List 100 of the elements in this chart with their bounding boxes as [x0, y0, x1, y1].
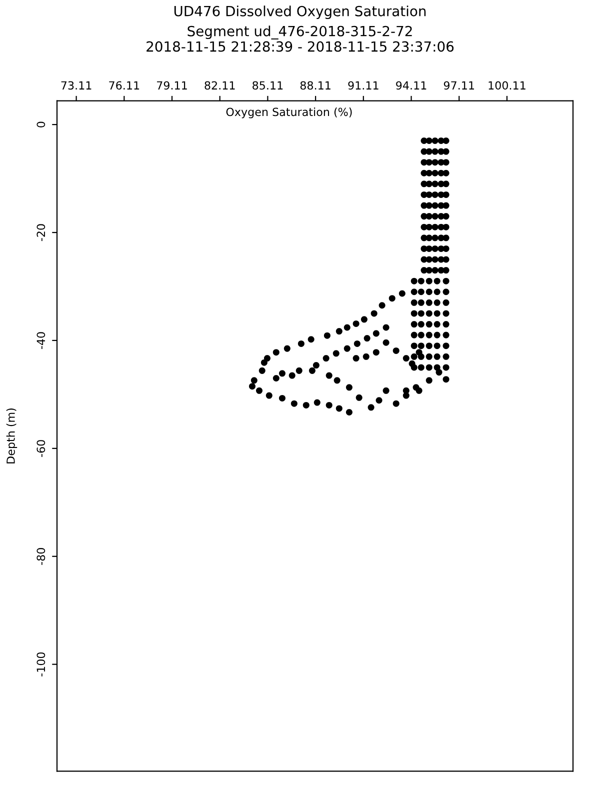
point [364, 335, 370, 342]
point [382, 387, 390, 394]
point [278, 394, 286, 402]
y-tick-label: -80 [36, 548, 46, 565]
point [382, 339, 390, 346]
y-tick-label: -20 [36, 224, 46, 242]
point [434, 288, 440, 296]
point [302, 402, 310, 408]
point [442, 364, 450, 371]
point [434, 321, 440, 328]
point [418, 342, 424, 350]
point [326, 402, 332, 408]
point [426, 299, 432, 306]
point [308, 367, 316, 374]
point [344, 345, 350, 352]
point [408, 360, 416, 367]
point [362, 353, 370, 360]
point [410, 332, 418, 338]
y-tick-label: -60 [36, 440, 46, 457]
y-tick-label: 0 [36, 122, 46, 128]
point [426, 321, 432, 328]
point [442, 310, 450, 317]
point [266, 392, 272, 399]
point [360, 316, 368, 323]
point [298, 340, 304, 347]
point [426, 278, 432, 284]
point [442, 299, 450, 306]
chart-title: UD476 Dissolved Oxygen Saturation [174, 6, 426, 20]
x-tick-label: 97.11 [444, 81, 474, 90]
point [352, 355, 360, 362]
point [256, 387, 263, 394]
x-tick-label: 94.11 [396, 81, 426, 90]
point [418, 288, 424, 296]
point [434, 353, 440, 360]
point [314, 399, 320, 406]
point [402, 387, 410, 394]
point [336, 328, 342, 335]
point [410, 288, 418, 296]
point [426, 377, 432, 384]
point [248, 383, 256, 390]
point [436, 369, 442, 376]
point [410, 299, 418, 306]
point [410, 321, 418, 328]
point [434, 332, 440, 338]
point [352, 320, 360, 327]
point [346, 384, 352, 391]
point [332, 350, 340, 357]
point [426, 342, 432, 350]
point [290, 400, 298, 407]
point [410, 342, 418, 350]
point [376, 397, 382, 404]
point [344, 324, 350, 331]
point [288, 372, 296, 379]
point [418, 299, 424, 306]
point [378, 302, 386, 309]
point [426, 364, 432, 371]
y-tick-label: -40 [36, 332, 46, 349]
point [426, 310, 432, 317]
point [418, 332, 424, 338]
point [372, 349, 380, 356]
point [370, 310, 378, 317]
point [434, 299, 440, 306]
point [412, 384, 420, 391]
point [398, 290, 406, 297]
point [284, 345, 290, 352]
point [416, 349, 422, 356]
x-tick-label: 88.11 [300, 81, 330, 90]
point [272, 374, 280, 382]
point [442, 342, 450, 350]
point [434, 310, 440, 317]
point [442, 288, 450, 296]
y-axis-title: Depth (m) [6, 408, 18, 464]
point [442, 376, 450, 383]
x-tick-label: 76.11 [109, 81, 140, 90]
point [368, 404, 374, 411]
point [442, 353, 450, 360]
point [278, 370, 286, 377]
point [334, 377, 340, 384]
x-tick-label: 91.11 [348, 81, 378, 90]
point [434, 278, 440, 284]
point [418, 364, 424, 371]
point [402, 355, 410, 362]
point [410, 353, 418, 360]
point [296, 367, 302, 374]
x-tick-label: 82.11 [204, 81, 235, 90]
point [382, 324, 390, 331]
point [418, 321, 424, 328]
point [346, 408, 352, 416]
point [426, 353, 432, 360]
point [308, 336, 314, 343]
point [426, 332, 432, 338]
x-axis-title: Oxygen Saturation (%) [226, 108, 352, 118]
x-tick-label: 73.11 [61, 81, 92, 90]
point [426, 288, 432, 296]
point [264, 355, 270, 362]
point [442, 278, 450, 284]
point [418, 278, 424, 284]
x-tick-label: 85.11 [252, 81, 283, 90]
point [410, 278, 418, 284]
point [322, 355, 330, 362]
